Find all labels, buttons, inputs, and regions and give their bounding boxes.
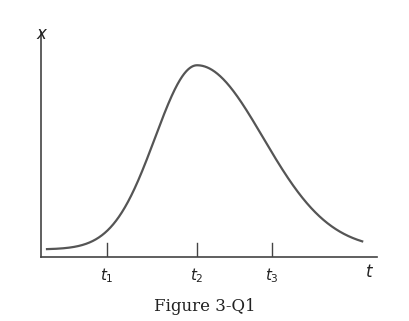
Text: $x$: $x$ xyxy=(36,26,49,43)
Text: $t_3$: $t_3$ xyxy=(265,266,279,285)
Text: Figure 3-Q1: Figure 3-Q1 xyxy=(154,298,255,315)
Text: $t$: $t$ xyxy=(364,264,373,281)
Text: $t_2$: $t_2$ xyxy=(190,266,203,285)
Text: $t_1$: $t_1$ xyxy=(100,266,114,285)
